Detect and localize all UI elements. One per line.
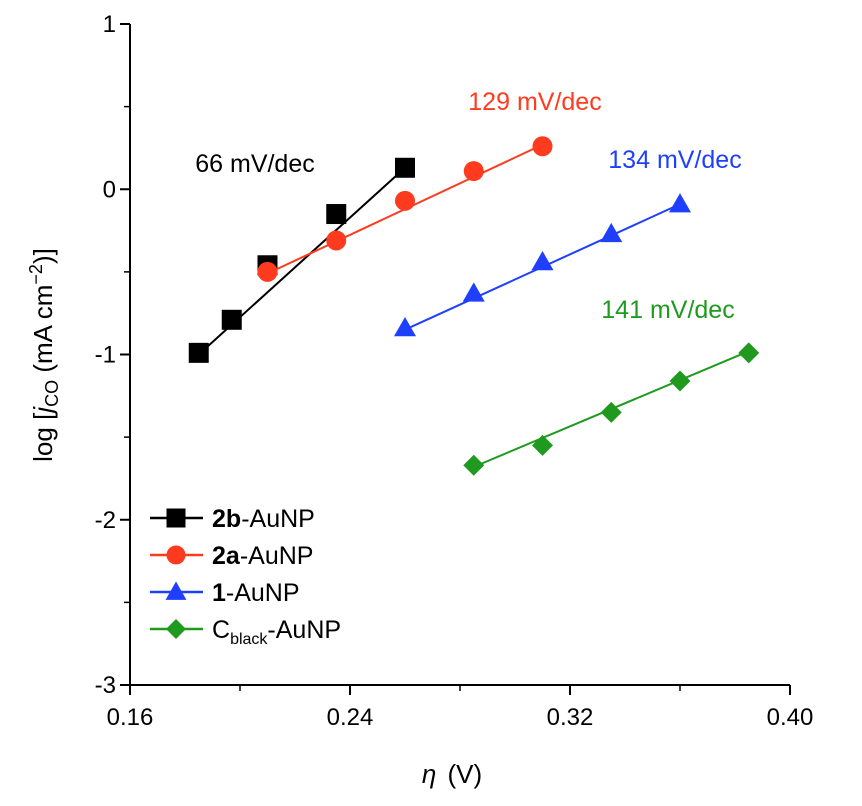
- data-point: [463, 161, 484, 182]
- legend-item: 1-AuNP: [150, 579, 300, 607]
- series-2: [394, 193, 691, 337]
- y-axis-label-sup: −2: [26, 264, 46, 285]
- legend-item: 2a-AuNP: [150, 542, 313, 570]
- series-3: [463, 342, 760, 476]
- data-point: [669, 370, 691, 392]
- legend-label: 1-AuNP: [212, 579, 300, 607]
- y-axis-label-rest: (mA cm: [28, 285, 58, 380]
- y-axis-label: log [jCO (mA cm−2)]: [26, 248, 62, 462]
- y-tick-label: 0: [103, 176, 116, 203]
- x-axis-label: η (V): [422, 759, 482, 789]
- data-point: [188, 342, 209, 363]
- series-0: [188, 157, 415, 363]
- data-point: [462, 282, 485, 302]
- y-axis-label-sub: CO: [42, 380, 62, 407]
- data-point: [257, 261, 278, 282]
- x-axis-symbol: η: [422, 759, 436, 789]
- legend: 2b-AuNP 2a-AuNP 1-AuNP Cblack-AuNP: [150, 505, 341, 648]
- x-tick-label: 0.40: [767, 704, 814, 731]
- y-tick-label: -1: [95, 342, 116, 369]
- slope-label: 134 mV/dec: [608, 146, 741, 174]
- x-tick-label: 0.24: [327, 704, 374, 731]
- legend-marker: [165, 581, 187, 600]
- slope-label: 66 mV/dec: [195, 150, 315, 178]
- data-point: [600, 222, 623, 243]
- legend-item: Cblack-AuNP: [150, 616, 341, 648]
- series-layer: [188, 136, 760, 476]
- slope-label: 141 mV/dec: [601, 296, 734, 324]
- legend-marker: [166, 545, 186, 565]
- legend-label: 2a-AuNP: [212, 542, 313, 570]
- data-point: [221, 309, 242, 330]
- data-point: [738, 342, 760, 364]
- x-tick-label: 0.32: [547, 704, 594, 731]
- x-axis-unit: (V): [448, 759, 483, 789]
- legend-item: 2b-AuNP: [150, 505, 315, 533]
- x-tick-label: 0.16: [107, 704, 154, 731]
- y-axis-label-close: )]: [28, 248, 58, 264]
- y-tick-label: -3: [95, 672, 116, 699]
- legend-marker: [166, 619, 186, 639]
- slope-labels: 66 mV/dec 129 mV/dec 134 mV/dec 141 mV/dec: [195, 88, 741, 324]
- y-axis-label-main: log [: [28, 412, 58, 462]
- legend-label: 2b-AuNP: [212, 505, 315, 533]
- legend-label: Cblack-AuNP: [212, 616, 341, 648]
- series-1: [257, 136, 553, 282]
- data-point: [669, 193, 691, 213]
- data-point: [463, 454, 485, 476]
- y-axis-label-j: j: [28, 406, 58, 416]
- data-point: [395, 190, 415, 211]
- data-point: [532, 136, 553, 157]
- y-tick-label: -2: [95, 507, 116, 534]
- data-point: [531, 250, 554, 271]
- data-point: [326, 230, 347, 251]
- data-point: [395, 157, 415, 178]
- slope-label: 129 mV/dec: [468, 88, 601, 116]
- data-point: [326, 204, 347, 225]
- data-point: [394, 317, 416, 337]
- data-point: [600, 401, 622, 423]
- data-point: [532, 434, 553, 456]
- legend-marker: [166, 508, 186, 528]
- axes: 1 0 -1 -2 -3 0.16 0.24 0.32 0.40: [95, 11, 814, 731]
- y-tick-label: 1: [103, 11, 116, 38]
